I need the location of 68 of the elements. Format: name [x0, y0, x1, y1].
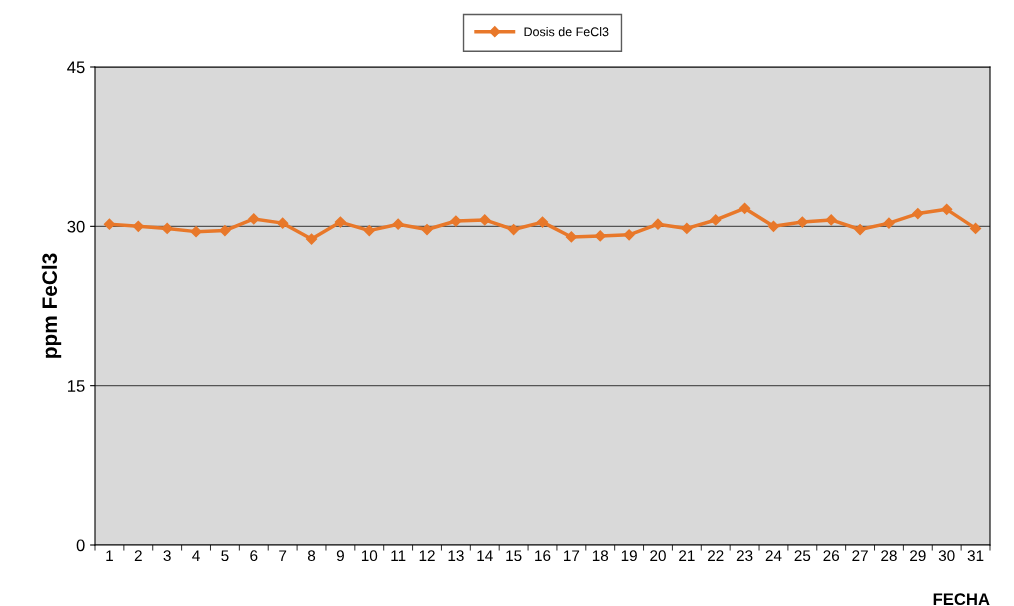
- legend-label: Dosis de FeCl3: [524, 27, 609, 37]
- point: [681, 222, 693, 235]
- point: [450, 215, 462, 227]
- y-tick-label: 0: [76, 539, 85, 552]
- point: [767, 220, 780, 232]
- point: [479, 214, 491, 226]
- x-tick-label: 13: [448, 550, 464, 562]
- x-tick-label: 29: [910, 550, 926, 562]
- point: [219, 224, 231, 237]
- point: [796, 216, 808, 228]
- x-tick-label: 28: [881, 550, 897, 562]
- point: [277, 217, 289, 229]
- x-tick-label: 10: [361, 550, 378, 562]
- x-axis-title: FECHA: [933, 593, 990, 606]
- point: [912, 207, 924, 220]
- x-tick-label: 2: [134, 550, 142, 561]
- x-tick-label: 16: [535, 550, 551, 562]
- x-tick-label: 25: [794, 550, 811, 562]
- x-tick-label: 23: [736, 550, 753, 562]
- x-tick-label: 20: [650, 550, 666, 562]
- x-tick-label: 12: [419, 550, 435, 561]
- point: [623, 229, 635, 241]
- point: [652, 218, 664, 230]
- x-tick-label: 7: [279, 550, 287, 561]
- point: [305, 233, 318, 245]
- x-tick-label: 17: [564, 550, 580, 561]
- point: [854, 223, 866, 236]
- x-tick-label: 18: [592, 550, 609, 562]
- point: [363, 224, 375, 237]
- point: [883, 217, 895, 229]
- x-tick-label: 22: [708, 550, 724, 561]
- point: [969, 222, 982, 235]
- x-tick-label: 21: [679, 550, 695, 561]
- point: [334, 216, 347, 228]
- x-tick-label: 30: [938, 550, 955, 562]
- x-tick-label: 9: [336, 550, 344, 562]
- point: [738, 202, 751, 214]
- x-tick-label: 31: [967, 550, 984, 562]
- y-tick-label: 15: [68, 380, 85, 392]
- point: [190, 226, 202, 238]
- point: [132, 220, 144, 232]
- point: [941, 203, 953, 215]
- point: [565, 231, 577, 243]
- x-tick-label: 3: [163, 550, 171, 562]
- y-tick-label: 30: [67, 220, 85, 233]
- x-tick-label: 5: [221, 550, 229, 562]
- point: [536, 216, 549, 228]
- point: [421, 223, 433, 236]
- point: [594, 230, 606, 242]
- point: [161, 222, 173, 235]
- x-tick-label: 14: [477, 550, 493, 561]
- x-tick-label: 8: [307, 550, 316, 562]
- point: [248, 213, 260, 225]
- y-tick-label: 45: [67, 61, 85, 74]
- x-tick-label: 6: [250, 550, 258, 562]
- point: [508, 223, 520, 236]
- x-tick-label: 1: [106, 550, 113, 561]
- x-tick-label: 19: [621, 550, 637, 562]
- y-axis-title: ppm FeCl3: [41, 253, 62, 358]
- x-tick-label: 15: [506, 550, 522, 562]
- x-tick-label: 27: [852, 550, 868, 561]
- point: [392, 218, 404, 230]
- x-tick-label: 11: [391, 550, 406, 561]
- x-tick-label: 26: [823, 550, 840, 562]
- x-tick-label: 4: [192, 550, 200, 561]
- x-tick-label: 24: [765, 550, 782, 561]
- point: [710, 214, 722, 226]
- point: [825, 214, 837, 226]
